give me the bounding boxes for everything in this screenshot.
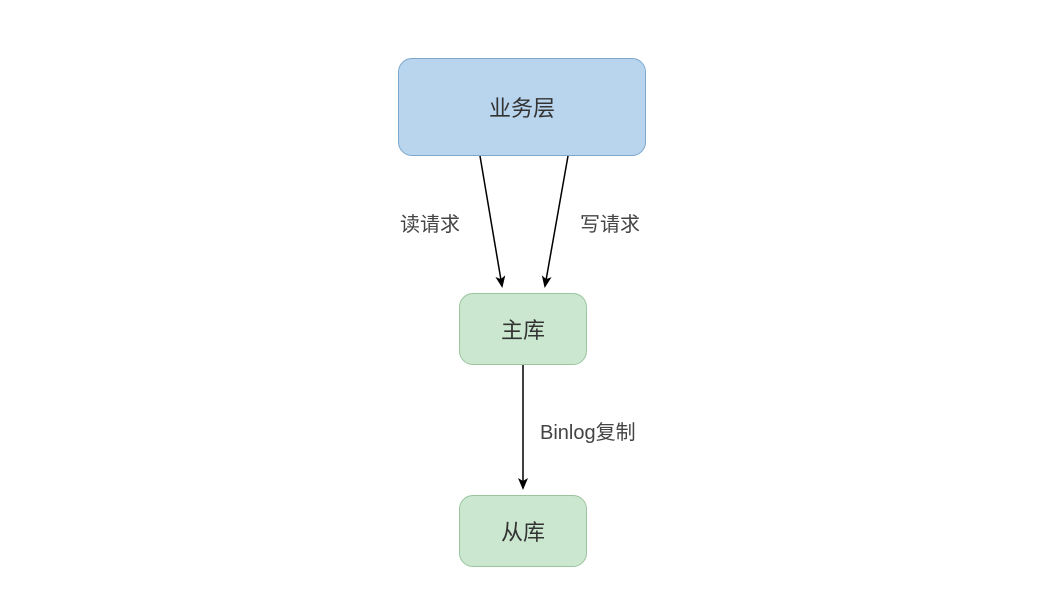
node-business-label: 业务层	[489, 91, 555, 123]
node-slave-label: 从库	[501, 515, 545, 547]
edge-read	[480, 156, 502, 286]
edge-binlog-label: Binlog复制	[540, 416, 636, 445]
node-business: 业务层	[398, 58, 646, 156]
edge-write	[545, 156, 568, 286]
edge-write-label: 写请求	[580, 208, 640, 237]
edge-read-label: 读请求	[400, 208, 460, 237]
diagram-container: 业务层 主库 从库 读请求 写请求 Binlog复制	[0, 0, 1051, 612]
node-master-label: 主库	[501, 313, 545, 345]
node-master: 主库	[459, 293, 587, 365]
node-slave: 从库	[459, 495, 587, 567]
